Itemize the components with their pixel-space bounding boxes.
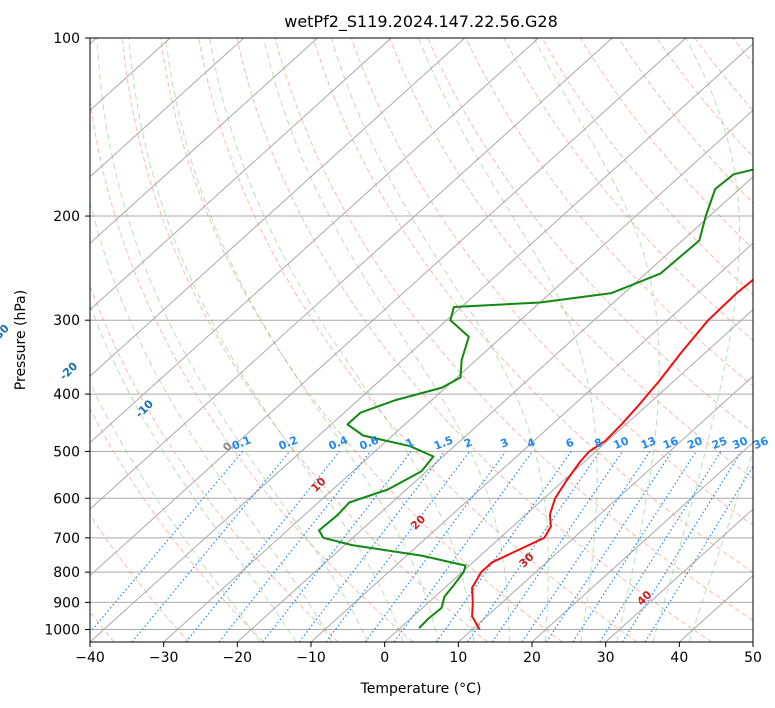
x-tick-label: −10 — [296, 650, 326, 666]
mixing-ratio-label: 2 — [462, 436, 474, 451]
dry-adiabat-line — [90, 96, 414, 642]
isotherm-line — [90, 38, 539, 444]
moist-adiabat-line — [652, 38, 740, 642]
mixing-ratio-line — [572, 451, 697, 642]
moist-adiabat-line — [418, 38, 598, 642]
moist-adiabat-line — [128, 38, 404, 642]
isotherm-line — [90, 38, 318, 244]
moist-adiabat-line — [263, 38, 510, 642]
moist-adiabat-line — [90, 200, 333, 642]
y-tick-label: 300 — [53, 313, 80, 329]
y-tick-label: 900 — [53, 595, 80, 611]
mixing-ratio-line — [364, 451, 507, 642]
mixing-ratio-label: 25 — [710, 434, 729, 452]
mixing-ratio-label: 30 — [731, 434, 750, 452]
moist-adiabat-line — [330, 38, 549, 642]
mixing-ratio-line — [644, 465, 753, 642]
mixing-ratio-line — [262, 451, 412, 642]
isotherm-line — [605, 508, 753, 642]
mixing-ratio-line — [131, 451, 291, 642]
dry-adiabat-line — [90, 407, 264, 642]
moist-adiabat-line — [533, 38, 660, 642]
dry-adiabat-line — [350, 38, 753, 526]
y-axis-label: Pressure (hPa) — [13, 290, 29, 390]
y-tick-label: 100 — [53, 31, 80, 47]
isotherm-line — [531, 441, 753, 642]
x-axis-label: Temperature (°C) — [360, 681, 482, 697]
isotherm-line — [90, 38, 687, 577]
mixing-ratio-line — [621, 451, 742, 642]
mixing-ratio-label: 1 — [404, 436, 416, 451]
mixing-ratio-label: 10 — [612, 434, 631, 452]
isotherm-line — [90, 38, 245, 178]
plot-frame — [89, 37, 754, 643]
dry-adiabat-line — [160, 38, 563, 642]
x-tick-label: 30 — [597, 650, 615, 666]
dewpoint-profile — [318, 168, 753, 629]
x-tick-label: −30 — [149, 650, 179, 666]
mixing-ratio-line — [491, 451, 623, 642]
x-tick-label: 40 — [670, 650, 688, 666]
mixing-ratio-label: 8 — [593, 436, 605, 451]
dry-adiabat-line — [236, 38, 712, 642]
mixing-ratio-line — [435, 451, 572, 642]
y-tick-label: 500 — [53, 444, 80, 460]
moist-adiabat-line — [90, 381, 261, 642]
y-tick-label: 600 — [53, 491, 80, 507]
y-tick-label: 400 — [53, 387, 80, 403]
moist-adiabat-line — [96, 38, 369, 642]
mixing-ratio-line — [185, 451, 341, 642]
mixing-ratio-label: 13 — [639, 434, 658, 452]
mixing-ratio-label: 36 — [751, 434, 770, 452]
y-tick-label: 700 — [53, 531, 80, 547]
moist-adiabat-line — [688, 450, 753, 642]
moist-adiabat-line — [90, 304, 297, 642]
chart-title: wetPf2_S119.2024.147.22.56.G28 — [284, 12, 558, 32]
dry-adiabat-line — [389, 38, 753, 480]
x-tick-label: −40 — [75, 650, 105, 666]
isotherm-line — [90, 38, 392, 311]
x-tick-label: −20 — [223, 650, 253, 666]
mixing-ratio-line — [599, 451, 722, 642]
sounding-profiles — [318, 168, 753, 630]
mixing-ratio-line — [218, 451, 371, 642]
dry-adiabat-line — [198, 38, 638, 642]
isotherm-line — [90, 38, 613, 510]
y-tick-label: 800 — [53, 565, 80, 581]
temperature-profile — [471, 278, 753, 630]
mixing-ratio-label: 20 — [685, 434, 704, 452]
isotherm-line — [310, 242, 753, 642]
y-tick-label: 200 — [53, 209, 80, 225]
plot-area — [90, 38, 753, 642]
dry-adiabat-line — [274, 38, 753, 621]
x-tick-label: 20 — [523, 650, 541, 666]
isotherm-line — [236, 176, 753, 642]
isotherm-line — [384, 309, 753, 642]
moist-adiabat-line — [165, 38, 439, 642]
dry-adiabat-line — [427, 38, 753, 433]
isotherm-line — [90, 38, 466, 377]
mixing-ratio-label: 16 — [661, 434, 680, 452]
isotherm-line — [457, 375, 753, 642]
axes: −40 −30 −20 −10 0 10 20 30 40 50 100 200 300 400 500 60… — [44, 31, 762, 666]
dry-adiabat-line — [121, 38, 488, 642]
y-tick-label: 1000 — [44, 622, 80, 638]
isotherm-line — [90, 43, 753, 642]
dry-adiabat-line — [503, 38, 753, 341]
mixing-ratio-line — [90, 451, 244, 634]
mixing-ratio-line — [467, 451, 601, 642]
isotherm-line — [163, 109, 753, 642]
mixing-ratio-label: 3 — [499, 436, 511, 451]
x-tick-label: 50 — [744, 650, 762, 666]
mixing-ratio-line — [393, 451, 533, 642]
x-tick-label: 0 — [380, 650, 389, 666]
x-tick-label: 10 — [449, 650, 467, 666]
moist-adiabat-line — [209, 38, 475, 642]
